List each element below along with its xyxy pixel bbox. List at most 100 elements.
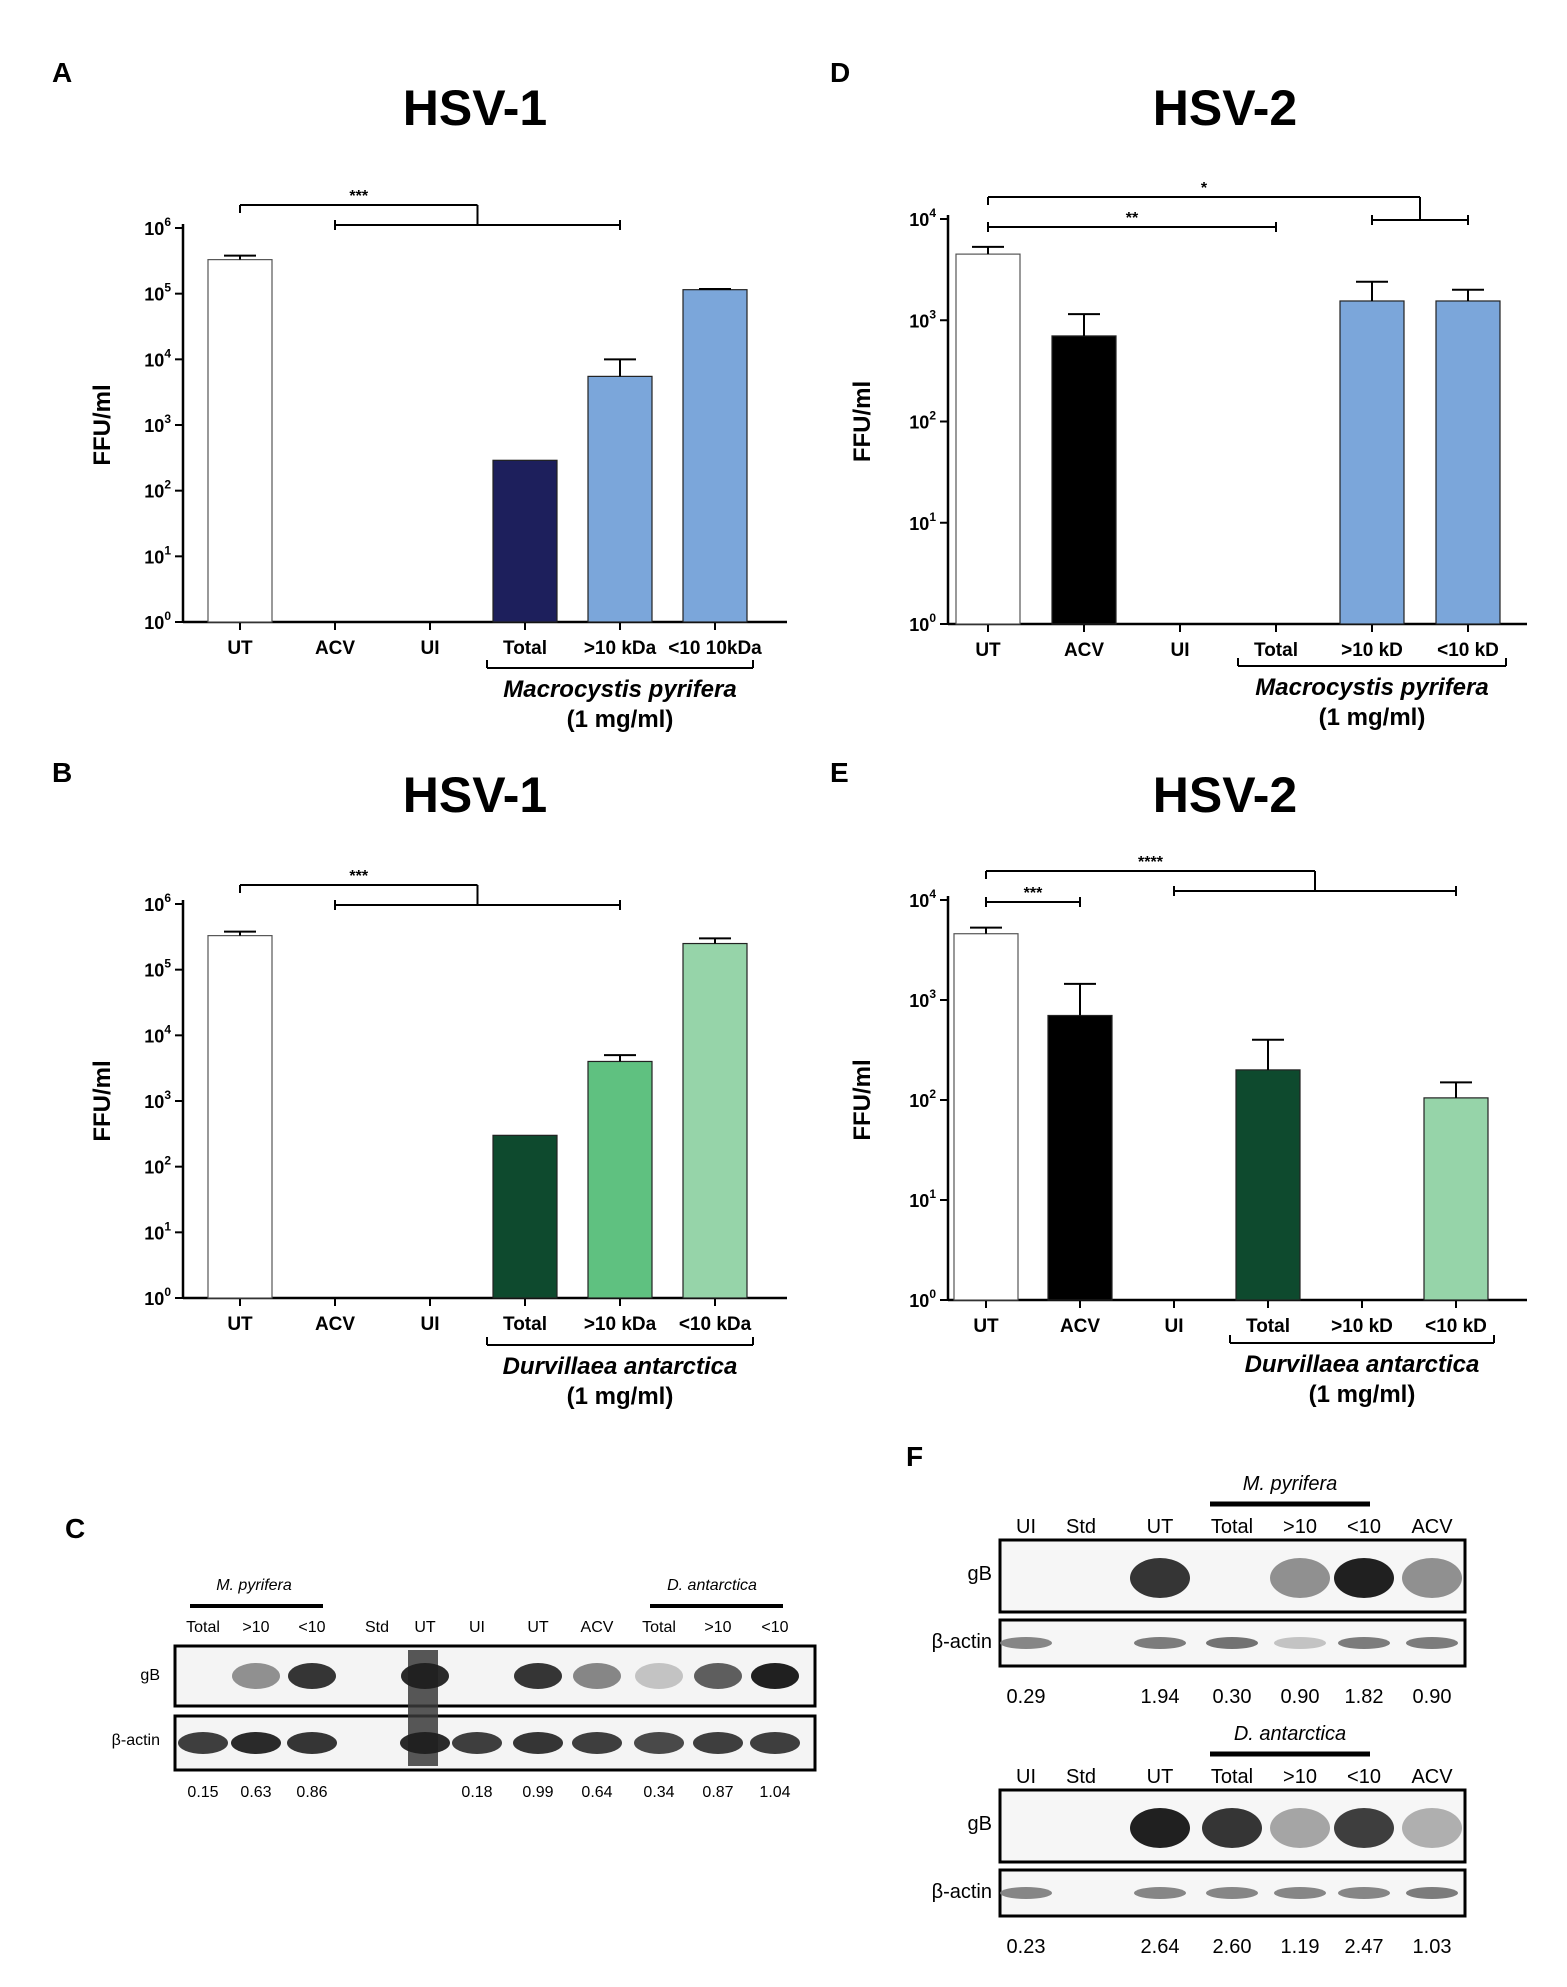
- gB-band: [1202, 1808, 1262, 1848]
- gB-band: [1270, 1558, 1330, 1598]
- y-axis-label: FFU/ml: [89, 1060, 116, 1141]
- actin-band: [1274, 1637, 1326, 1649]
- actin-band: [1274, 1887, 1326, 1899]
- ratio-value: 0.15: [187, 1784, 218, 1801]
- ratio-value: 1.94: [1141, 1686, 1180, 1708]
- panel-letter: C: [65, 1513, 85, 1544]
- actin-band: [1134, 1637, 1186, 1649]
- panel-letter: D: [830, 57, 850, 88]
- y-tick-label: 100: [909, 1287, 936, 1311]
- gB-band: [635, 1663, 683, 1689]
- y-tick-label: 100: [144, 609, 171, 633]
- y-tick-label: 105: [144, 957, 171, 981]
- y-tick-label: 103: [909, 307, 936, 331]
- concentration-label: (1 mg/ml): [567, 706, 674, 733]
- lane-label: Std: [1066, 1766, 1096, 1788]
- lane-label: >10: [1283, 1766, 1317, 1788]
- gB-band: [514, 1663, 562, 1689]
- actin-band: [400, 1732, 450, 1754]
- gB-band: [1402, 1558, 1462, 1598]
- x-tick-label: UI: [421, 1314, 440, 1335]
- lane-label: Std: [1066, 1516, 1096, 1538]
- x-tick-label: UT: [227, 1314, 253, 1335]
- bar: [587, 375, 653, 623]
- x-tick-label: UT: [973, 1316, 999, 1337]
- group-label: Durvillaea antarctica: [1245, 1351, 1480, 1378]
- y-tick-label: 100: [144, 1285, 171, 1309]
- bar: [207, 259, 273, 623]
- ratio-value: 1.03: [1413, 1936, 1452, 1958]
- significance-label: ***: [1024, 885, 1043, 902]
- chart-title: HSV-1: [403, 767, 548, 823]
- panel-D: D HSV-2 100 101 102 103 104 FFU/ml UT ACV UI Total >…: [830, 57, 1527, 731]
- panel-letter: B: [52, 757, 72, 788]
- y-tick-label: 101: [144, 1219, 171, 1243]
- concentration-label: (1 mg/ml): [1319, 704, 1426, 731]
- panel-B: B HSV-1 100 101 102 103 104 105 106 FFU/ml UT ACV UI…: [52, 757, 787, 1410]
- y-tick-label: 102: [144, 478, 171, 502]
- bar: [1435, 300, 1501, 625]
- group-label: D. antarctica: [667, 1577, 757, 1594]
- x-tick-label: >10 kD: [1331, 1316, 1393, 1337]
- ratio-value: 2.47: [1345, 1936, 1384, 1958]
- y-axis-label: FFU/ml: [849, 381, 876, 462]
- y-tick-label: 102: [909, 409, 936, 433]
- x-tick-label: UI: [1165, 1316, 1184, 1337]
- chart-title: HSV-2: [1153, 767, 1298, 823]
- x-tick-label: Total: [503, 1314, 547, 1335]
- panel-C: C M. pyrifera D. antarctica Total >10 <10 Std U…: [65, 1513, 817, 1801]
- y-tick-label: 100: [909, 611, 936, 635]
- actin-band: [634, 1732, 684, 1754]
- bar: [1339, 300, 1405, 625]
- panel-F: F M. pyrifera UI Std UT Total >10 <10 ACV gB β-act…: [906, 1441, 1467, 1958]
- significance-label: ***: [349, 868, 368, 885]
- panel-letter: A: [52, 57, 72, 88]
- y-tick-label: 104: [909, 887, 936, 911]
- group-label: Macrocystis pyrifera: [1255, 674, 1488, 701]
- x-tick-label: Total: [1246, 1316, 1290, 1337]
- y-tick-label: 102: [909, 1087, 936, 1111]
- bar: [682, 289, 748, 623]
- actin-band: [452, 1732, 502, 1754]
- ratio-value: 2.64: [1141, 1936, 1180, 1958]
- y-tick-label: 105: [144, 281, 171, 305]
- lane-label: >10: [704, 1619, 731, 1636]
- bar: [492, 1134, 558, 1299]
- gB-band: [288, 1663, 336, 1689]
- bar: [682, 942, 748, 1299]
- actin-band: [572, 1732, 622, 1754]
- bar: [1051, 335, 1117, 625]
- chart-title: HSV-2: [1153, 80, 1298, 136]
- actin-band: [1206, 1887, 1258, 1899]
- gB-band: [694, 1663, 742, 1689]
- lane-label: UI: [1016, 1766, 1036, 1788]
- bar: [953, 933, 1019, 1301]
- bar: [492, 459, 558, 623]
- lane-label: UT: [414, 1619, 436, 1636]
- panel-letter: F: [906, 1441, 923, 1472]
- y-tick-label: 103: [144, 1088, 171, 1112]
- y-tick-label: 103: [909, 987, 936, 1011]
- panel-A: A HSV-1 100 101 102 103 104 105 106 FFU/ml UT ACV UI…: [52, 57, 787, 733]
- bar: [207, 935, 273, 1299]
- ratio-value: 0.87: [702, 1784, 733, 1801]
- lane-label: UT: [1147, 1766, 1174, 1788]
- y-tick-label: 101: [909, 510, 936, 534]
- x-tick-label: ACV: [315, 638, 355, 659]
- ratio-value: 0.86: [296, 1784, 327, 1801]
- lane-label: ACV: [581, 1619, 614, 1636]
- y-tick-label: 106: [144, 891, 171, 915]
- x-tick-label: >10 kDa: [584, 1314, 657, 1335]
- lane-label: <10: [761, 1619, 788, 1636]
- gB-band: [232, 1663, 280, 1689]
- y-tick-label: 101: [144, 543, 171, 567]
- ratio-value: 0.90: [1413, 1686, 1452, 1708]
- lane-label: <10: [1347, 1516, 1381, 1538]
- gB-band: [1402, 1808, 1462, 1848]
- y-axis-label: FFU/ml: [849, 1059, 876, 1140]
- x-tick-label: <10 kD: [1437, 640, 1499, 661]
- y-tick-label: 102: [144, 1154, 171, 1178]
- bar: [1423, 1097, 1489, 1301]
- blot-gB: [998, 1538, 1467, 1614]
- x-tick-label: Total: [503, 638, 547, 659]
